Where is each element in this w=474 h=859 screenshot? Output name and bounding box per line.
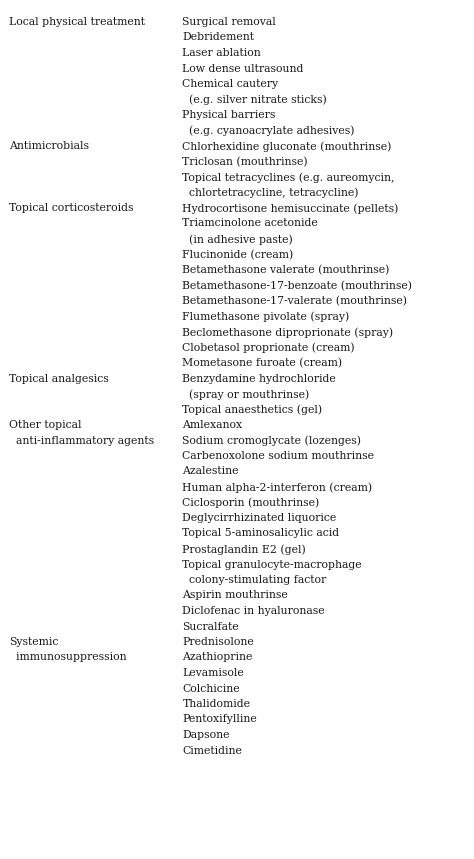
Text: Prednisolone: Prednisolone [182,637,254,647]
Text: immunosuppression: immunosuppression [9,653,127,662]
Text: Laser ablation: Laser ablation [182,48,261,58]
Text: (e.g. silver nitrate sticks): (e.g. silver nitrate sticks) [182,94,327,105]
Text: Azathioprine: Azathioprine [182,653,253,662]
Text: Local physical treatment: Local physical treatment [9,17,146,27]
Text: Betamethasone-17-benzoate (mouthrinse): Betamethasone-17-benzoate (mouthrinse) [182,281,412,291]
Text: Diclofenac in hyaluronase: Diclofenac in hyaluronase [182,606,325,616]
Text: Hydrocortisone hemisuccinate (pellets): Hydrocortisone hemisuccinate (pellets) [182,203,399,214]
Text: Topical anaesthetics (gel): Topical anaesthetics (gel) [182,405,323,415]
Text: Systemic: Systemic [9,637,59,647]
Text: Debridement: Debridement [182,33,255,42]
Text: Triamcinolone acetonide: Triamcinolone acetonide [182,218,318,228]
Text: Antimicrobials: Antimicrobials [9,141,90,151]
Text: Levamisole: Levamisole [182,668,244,678]
Text: Topical 5-aminosalicylic acid: Topical 5-aminosalicylic acid [182,528,339,539]
Text: (spray or mouthrinse): (spray or mouthrinse) [182,389,310,399]
Text: Azalestine: Azalestine [182,466,239,477]
Text: Low dense ultrasound: Low dense ultrasound [182,64,304,74]
Text: Pentoxifylline: Pentoxifylline [182,715,257,724]
Text: Chemical cautery: Chemical cautery [182,79,279,89]
Text: (in adhesive paste): (in adhesive paste) [182,234,293,245]
Text: Sodium cromoglycate (lozenges): Sodium cromoglycate (lozenges) [182,436,362,446]
Text: Amlexanox: Amlexanox [182,420,243,430]
Text: Betamethasone-17-valerate (mouthrinse): Betamethasone-17-valerate (mouthrinse) [182,296,408,307]
Text: Chlorhexidine gluconate (mouthrinse): Chlorhexidine gluconate (mouthrinse) [182,141,392,151]
Text: Cimetidine: Cimetidine [182,746,242,756]
Text: Topical granulocyte-macrophage: Topical granulocyte-macrophage [182,559,362,570]
Text: Beclomethasone diproprionate (spray): Beclomethasone diproprionate (spray) [182,327,393,338]
Text: Clobetasol proprionate (cream): Clobetasol proprionate (cream) [182,343,355,353]
Text: Triclosan (mouthrinse): Triclosan (mouthrinse) [182,156,308,167]
Text: Deglycirrhizinated liquorice: Deglycirrhizinated liquorice [182,513,337,523]
Text: Topical tetracyclines (e.g. aureomycin,: Topical tetracyclines (e.g. aureomycin, [182,172,395,183]
Text: Thalidomide: Thalidomide [182,699,250,709]
Text: Mometasone furoate (cream): Mometasone furoate (cream) [182,358,343,369]
Text: Betamethasone valerate (mouthrinse): Betamethasone valerate (mouthrinse) [182,265,390,276]
Text: anti-inflammatory agents: anti-inflammatory agents [9,436,155,446]
Text: (e.g. cyanoacrylate adhesives): (e.g. cyanoacrylate adhesives) [182,125,355,136]
Text: Benzydamine hydrochloride: Benzydamine hydrochloride [182,374,336,383]
Text: Topical corticosteroids: Topical corticosteroids [9,203,134,213]
Text: Topical analgesics: Topical analgesics [9,374,109,383]
Text: colony-stimulating factor: colony-stimulating factor [182,575,327,585]
Text: Flucinonide (cream): Flucinonide (cream) [182,249,294,259]
Text: Flumethasone pivolate (spray): Flumethasone pivolate (spray) [182,312,350,322]
Text: Prostaglandin E2 (gel): Prostaglandin E2 (gel) [182,544,306,555]
Text: Dapsone: Dapsone [182,730,230,740]
Text: Aspirin mouthrinse: Aspirin mouthrinse [182,590,288,600]
Text: chlortetracycline, tetracycline): chlortetracycline, tetracycline) [182,187,359,198]
Text: Ciclosporin (mouthrinse): Ciclosporin (mouthrinse) [182,497,320,508]
Text: Sucralfate: Sucralfate [182,622,239,631]
Text: Physical barriers: Physical barriers [182,110,276,120]
Text: Other topical: Other topical [9,420,82,430]
Text: Carbenoxolone sodium mouthrinse: Carbenoxolone sodium mouthrinse [182,451,374,461]
Text: Colchicine: Colchicine [182,684,240,693]
Text: Human alpha-2-interferon (cream): Human alpha-2-interferon (cream) [182,482,373,492]
Text: Surgical removal: Surgical removal [182,17,276,27]
